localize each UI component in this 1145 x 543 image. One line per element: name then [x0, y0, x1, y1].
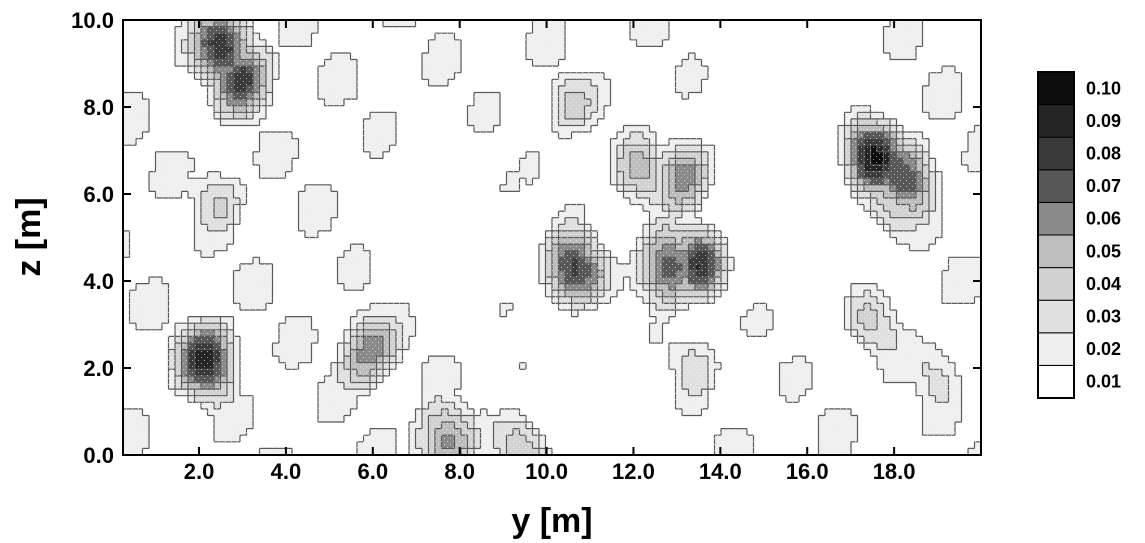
plot-area	[122, 19, 982, 456]
colorbar-label: 0.03	[1086, 307, 1121, 327]
colorbar-label: 0.07	[1086, 176, 1121, 196]
x-tick-label: 8.0	[444, 459, 475, 484]
colorbar-swatch	[1037, 201, 1075, 236]
colorbar: 0.01 0.02 0.03 0.04 0.05 0.06 0.07 0.08 0.09 0.10	[1037, 71, 1121, 399]
y-tick-label: 8.0	[83, 95, 114, 120]
colorbar-label: 0.02	[1086, 339, 1121, 359]
x-tick-label: 4.0	[271, 459, 302, 484]
colorbar-swatch	[1037, 332, 1075, 366]
colorbar-label: 0.06	[1086, 209, 1121, 229]
colorbar-swatch	[1037, 364, 1075, 399]
y-tick-label: 0.0	[83, 443, 114, 468]
y-tick-label: 6.0	[83, 182, 114, 207]
y-axis: 0.0 2.0 4.0 6.0 8.0 10.0	[71, 8, 981, 468]
colorbar-swatch	[1037, 104, 1075, 138]
colorbar-label: 0.09	[1086, 111, 1121, 131]
colorbar-label: 0.04	[1086, 274, 1121, 294]
colorbar-label: 0.05	[1086, 241, 1121, 261]
x-axis-label: y [m]	[511, 502, 592, 540]
x-tick-label: 10.0	[525, 459, 568, 484]
y-tick-label: 2.0	[83, 356, 114, 381]
colorbar-frame	[1037, 71, 1075, 399]
y-tick-label: 4.0	[83, 269, 114, 294]
x-tick-label: 2.0	[184, 459, 215, 484]
colorbar-swatch	[1037, 169, 1075, 203]
x-tick-label: 14.0	[699, 459, 742, 484]
colorbar-swatch	[1037, 299, 1075, 334]
colorbar-swatch	[1037, 267, 1075, 301]
colorbar-label: 0.01	[1086, 372, 1121, 392]
colorbar-label: 0.10	[1086, 78, 1121, 98]
x-axis: 2.0 4.0 6.0 8.0 10.0 12.0 14.0 16.0 18.0	[184, 20, 916, 484]
y-axis-label: z [m]	[10, 197, 48, 276]
colorbar-label: 0.08	[1086, 144, 1121, 164]
plot-frame	[122, 19, 982, 456]
x-tick-label: 12.0	[612, 459, 655, 484]
colorbar-swatch	[1037, 234, 1075, 269]
y-tick-label: 10.0	[71, 8, 114, 33]
colorbar-swatch	[1037, 136, 1075, 171]
x-tick-label: 6.0	[358, 459, 389, 484]
texture-overlay	[123, 20, 981, 455]
x-tick-label: 18.0	[873, 459, 916, 484]
colorbar-swatch	[1037, 71, 1075, 106]
x-tick-label: 16.0	[786, 459, 829, 484]
